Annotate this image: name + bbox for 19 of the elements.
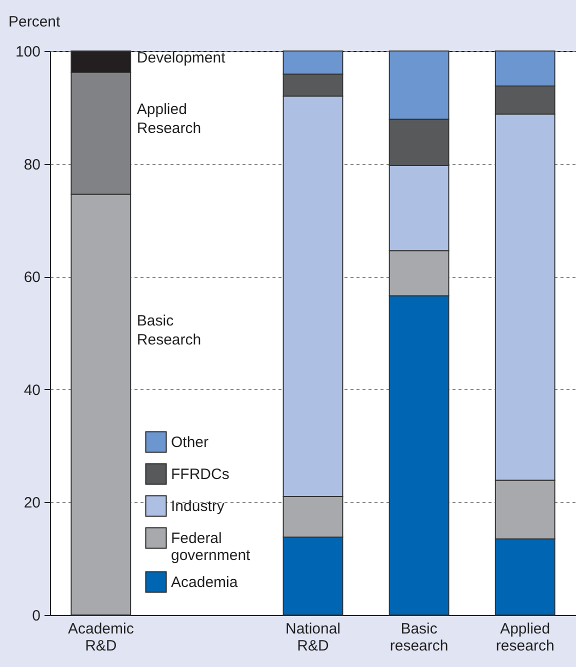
y-axis-title: Percent [8, 14, 62, 30]
y-tick-label: 0 [32, 608, 40, 624]
legend-label: Federal government [171, 530, 252, 564]
series-label: Applied Research [136, 100, 202, 137]
x-tick-label: National R&D [285, 620, 341, 654]
y-tick-label: 20 [24, 494, 40, 512]
legend-label: Industry [171, 498, 225, 515]
legend-label: Academia [171, 574, 238, 591]
y-tick-label: 60 [24, 269, 40, 286]
series-label: Basic Research [136, 312, 202, 348]
series-label: Development [136, 49, 226, 66]
legend-label: Other [171, 434, 209, 451]
x-tick-label: Basic research [390, 620, 448, 654]
y-tick-label: 100 [15, 44, 40, 60]
y-tick-label: 80 [24, 156, 40, 174]
x-tick-label: Applied research [496, 620, 554, 654]
y-tick-label: 40 [24, 382, 40, 399]
x-tick-label: Academic R&D [68, 620, 134, 654]
legend-label: FFRDCs [171, 466, 230, 483]
